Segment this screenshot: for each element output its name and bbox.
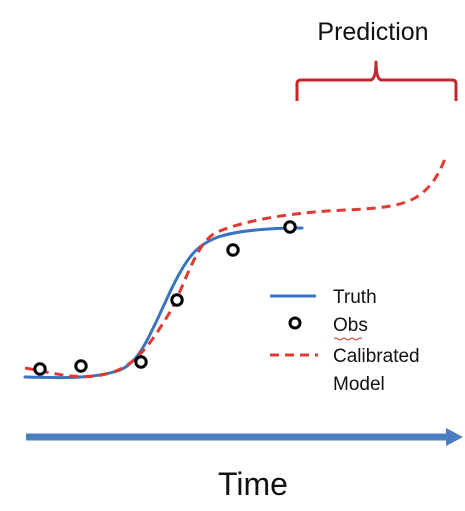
legend-obs-swatch: [290, 318, 300, 328]
legend-truth-label: Truth: [333, 287, 377, 308]
prediction-label: Prediction: [317, 18, 428, 46]
time-label: Time: [218, 466, 288, 502]
legend: Truth Obs Calibrated Model: [270, 287, 420, 395]
observations: [35, 222, 295, 374]
legend-obs-underline: [334, 338, 362, 340]
obs-point: [228, 245, 238, 255]
time-arrow-head: [446, 428, 463, 446]
legend-model-label-line2: Model: [333, 374, 385, 395]
obs-point: [35, 364, 45, 374]
truth-curve: [25, 228, 302, 378]
obs-point: [285, 222, 295, 232]
legend-model-label-line1: Calibrated: [333, 346, 420, 367]
calibrated-model-curve: [25, 156, 446, 377]
obs-point: [172, 295, 182, 305]
legend-obs-label: Obs: [333, 315, 368, 336]
prediction-brace: [297, 62, 456, 101]
obs-point: [136, 357, 146, 367]
obs-point: [76, 361, 86, 371]
